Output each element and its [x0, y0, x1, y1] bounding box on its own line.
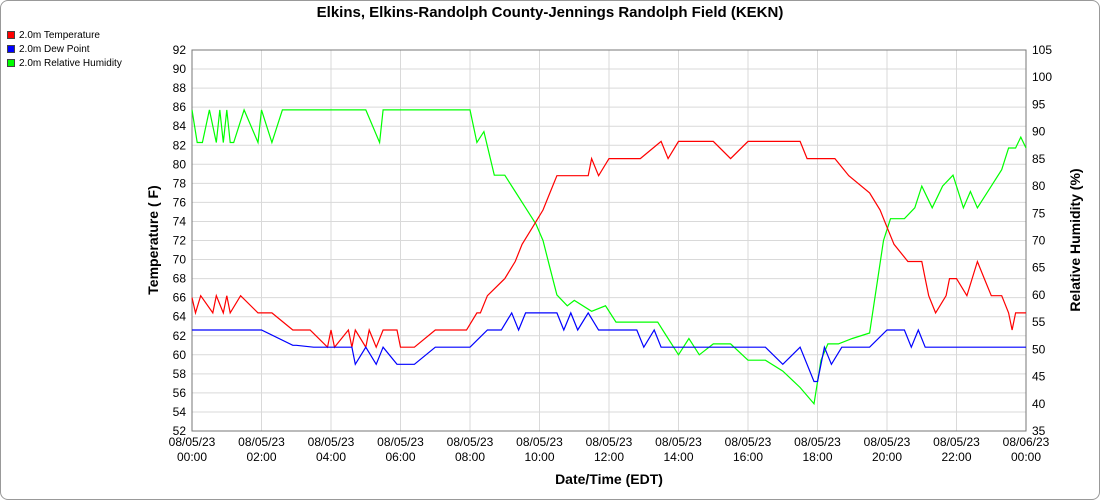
- y-right-tick-label: 95: [1032, 97, 1046, 111]
- y-left-tick-label: 78: [173, 176, 187, 190]
- legend: 2.0m Temperature 2.0m Dew Point 2.0m Rel…: [7, 28, 122, 70]
- y-right-tick-label: 75: [1032, 206, 1046, 220]
- y-right-tick-label: 55: [1032, 315, 1046, 329]
- x-tick-time: 14:00: [663, 450, 693, 464]
- x-tick-date: 08/05/23: [238, 435, 285, 449]
- series-line-2-0m-dew-point: [192, 311, 1026, 383]
- x-tick-time: 22:00: [941, 450, 971, 464]
- x-tick-time: 02:00: [246, 450, 276, 464]
- x-tick-date: 08/05/23: [308, 435, 355, 449]
- x-tick-date: 08/05/23: [864, 435, 911, 449]
- y-right-tick-label: 90: [1032, 125, 1046, 139]
- y-left-tick-label: 54: [173, 405, 187, 419]
- y-right-tick-label: 45: [1032, 370, 1046, 384]
- x-tick-date: 08/05/23: [794, 435, 841, 449]
- legend-swatch-relative-humidity: [7, 59, 15, 67]
- y-left-tick-label: 80: [173, 157, 187, 171]
- y-right-tick-label: 85: [1032, 152, 1046, 166]
- x-tick-time: 10:00: [524, 450, 554, 464]
- y-left-tick-label: 90: [173, 62, 187, 76]
- y-right-tick-label: 35: [1032, 424, 1046, 438]
- y-left-tick-label: 60: [173, 348, 187, 362]
- x-tick-date: 08/05/23: [169, 435, 216, 449]
- y-axis-right-title: Relative Humidity (%): [1067, 168, 1083, 311]
- y-left-tick-label: 56: [173, 386, 187, 400]
- y-right-tick-label: 65: [1032, 261, 1046, 275]
- legend-item-temperature: 2.0m Temperature: [7, 28, 122, 42]
- y-right-tick-label: 40: [1032, 397, 1046, 411]
- y-left-tick-label: 76: [173, 195, 187, 209]
- x-tick-time: 20:00: [872, 450, 902, 464]
- legend-label-relative-humidity: 2.0m Relative Humidity: [19, 57, 122, 69]
- grid-lines: [191, 49, 1027, 432]
- y-left-tick-label: 72: [173, 234, 187, 248]
- legend-swatch-temperature: [7, 31, 15, 39]
- series-line-2-0m-temperature: [191, 140, 1026, 349]
- x-tick-time: 04:00: [316, 450, 346, 464]
- y-left-tick-label: 86: [173, 100, 187, 114]
- y-left-tick-label: 92: [173, 43, 187, 57]
- x-tick-date: 08/05/23: [725, 435, 772, 449]
- x-tick-time: 08:00: [455, 450, 485, 464]
- x-tick-date: 08/05/23: [655, 435, 702, 449]
- x-tick-time: 16:00: [733, 450, 763, 464]
- x-tick-date: 08/05/23: [516, 435, 563, 449]
- series-line-2-0m-relative-humidity: [191, 108, 1027, 406]
- x-tick-time: 00:00: [1011, 450, 1041, 464]
- x-tick-date: 08/05/23: [447, 435, 494, 449]
- x-tick-time: 00:00: [177, 450, 207, 464]
- plot-border: [191, 49, 1027, 432]
- legend-item-relative-humidity: 2.0m Relative Humidity: [7, 56, 122, 70]
- tick-labels: 52 54 56 58 60 62 64 66 68 70 72 74 76 78 80 82 84 86 88 90…: [169, 43, 1053, 464]
- y-left-tick-label: 58: [173, 367, 187, 381]
- y-right-tick-label: 50: [1032, 342, 1046, 356]
- legend-label-dew-point: 2.0m Dew Point: [19, 43, 90, 55]
- x-tick-date: 08/05/23: [586, 435, 633, 449]
- y-left-tick-label: 70: [173, 253, 187, 267]
- y-left-tick-label: 52: [173, 424, 187, 438]
- y-left-tick-label: 82: [173, 138, 187, 152]
- y-right-tick-label: 105: [1032, 43, 1052, 57]
- legend-swatch-dew-point: [7, 45, 15, 53]
- y-left-tick-label: 66: [173, 291, 187, 305]
- legend-item-dew-point: 2.0m Dew Point: [7, 42, 122, 56]
- x-tick-date: 08/06/23: [1003, 435, 1050, 449]
- y-right-tick-label: 100: [1032, 70, 1052, 84]
- y-left-tick-label: 68: [173, 272, 187, 286]
- legend-label-temperature: 2.0m Temperature: [19, 29, 100, 41]
- y-left-tick-label: 62: [173, 329, 187, 343]
- x-axis-title: Date/Time (EDT): [555, 471, 663, 487]
- x-tick-time: 06:00: [385, 450, 415, 464]
- y-left-tick-label: 88: [173, 81, 187, 95]
- y-right-tick-label: 70: [1032, 234, 1046, 248]
- x-tick-time: 12:00: [594, 450, 624, 464]
- y-right-tick-label: 80: [1032, 179, 1046, 193]
- y-left-tick-label: 64: [173, 310, 187, 324]
- y-left-tick-label: 84: [173, 119, 187, 133]
- x-tick-date: 08/05/23: [377, 435, 424, 449]
- x-tick-date: 08/05/23: [933, 435, 980, 449]
- y-left-tick-label: 74: [173, 214, 187, 228]
- y-right-tick-label: 60: [1032, 288, 1046, 302]
- series-lines: [191, 108, 1027, 406]
- chart-title: Elkins, Elkins-Randolph County-Jennings …: [316, 4, 784, 21]
- y-axis-left-title: Temperature ( F): [145, 185, 161, 294]
- x-tick-time: 18:00: [802, 450, 832, 464]
